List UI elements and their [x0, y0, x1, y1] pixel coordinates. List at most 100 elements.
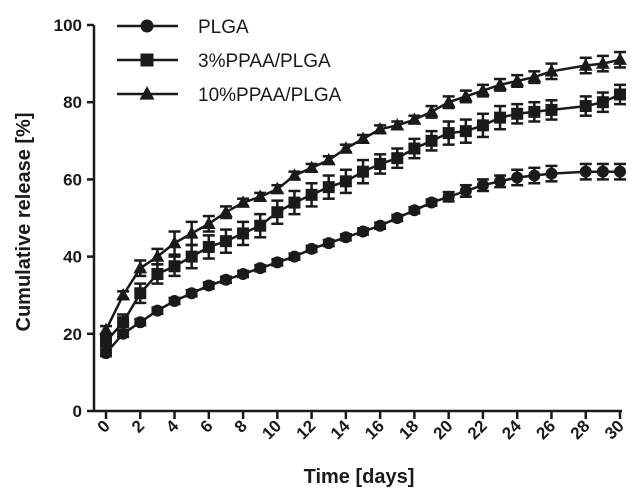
data-point [390, 118, 405, 131]
x-tick-label: 6 [196, 416, 216, 436]
data-point [322, 181, 335, 194]
data-point [356, 131, 370, 145]
data-point [237, 267, 250, 280]
data-point [185, 250, 198, 263]
legend-label: 10%PPAA/PLGA [198, 85, 342, 106]
series-line [104, 58, 621, 331]
data-point [271, 206, 284, 219]
data-point [476, 83, 490, 96]
x-tick-label: 18 [395, 416, 422, 443]
data-point [322, 237, 335, 250]
data-point [373, 121, 388, 135]
data-point [579, 100, 592, 113]
data-point [202, 279, 215, 292]
data-point [236, 195, 250, 208]
data-point [476, 119, 489, 132]
data-point [527, 69, 542, 83]
data-point [305, 242, 318, 255]
x-tick-label: 4 [162, 416, 183, 437]
data-point [167, 235, 182, 249]
data-point [425, 196, 438, 209]
data-point [408, 204, 421, 217]
data-point [321, 152, 336, 166]
data-point [458, 89, 473, 102]
data-point [116, 287, 131, 301]
data-point [613, 52, 627, 65]
data-point [374, 219, 387, 232]
legend-item-0: PLGA [117, 17, 249, 38]
data-point [459, 184, 472, 197]
data-point [494, 175, 507, 188]
data-point [425, 134, 438, 147]
x-tick-label: 14 [327, 416, 354, 443]
legend-item-2: 10%PPAA/PLGA [117, 85, 342, 106]
data-point [304, 160, 319, 173]
data-point [459, 125, 472, 138]
data-point [595, 56, 610, 69]
data-point [133, 260, 148, 274]
x-axis-title: Time [days] [304, 466, 415, 488]
y-tick-label: 0 [73, 402, 82, 421]
series-1 [100, 83, 626, 349]
data-point [357, 225, 369, 238]
series-line [105, 93, 621, 343]
data-point [408, 142, 421, 155]
data-point [545, 103, 558, 116]
data-point [219, 204, 233, 218]
x-tick-label: 10 [258, 416, 285, 443]
data-point [201, 216, 216, 229]
data-point [185, 287, 198, 300]
series-0 [100, 162, 626, 360]
data-point [544, 64, 559, 77]
data-point [339, 175, 352, 188]
y-axis-title: Cumulative release [%] [13, 113, 35, 332]
x-tick-label: 24 [498, 416, 525, 443]
data-point [511, 171, 524, 184]
legend-label: 3%PPAA/PLGA [198, 51, 331, 72]
legend-marker [139, 86, 155, 100]
series-layer [99, 50, 627, 360]
x-tick-label: 8 [231, 416, 251, 436]
data-point [288, 196, 301, 209]
data-point [510, 73, 525, 87]
data-point [493, 77, 507, 91]
data-point [100, 335, 112, 348]
data-point [288, 250, 301, 263]
data-point [391, 152, 404, 165]
y-tick-label: 20 [63, 325, 82, 344]
legend-item-1: 3%PPAA/PLGA [117, 51, 331, 72]
x-tick-label: 12 [293, 416, 320, 443]
data-point [117, 316, 130, 329]
data-point [442, 127, 455, 140]
y-tick-label: 40 [63, 248, 82, 267]
data-point [202, 240, 215, 253]
x-tick-label: 2 [128, 416, 148, 436]
legend: PLGA 3%PPAA/PLGA 10%PPAA/PLGA [117, 17, 342, 106]
data-point [99, 322, 113, 336]
x-tick-label: 0 [94, 416, 114, 436]
y-tick-label: 80 [63, 93, 82, 112]
data-point [151, 304, 164, 317]
data-point [614, 165, 626, 178]
data-point [339, 231, 352, 244]
data-point [150, 249, 165, 262]
data-point [254, 219, 267, 232]
data-point [237, 227, 250, 240]
data-point [494, 111, 507, 124]
data-point [407, 112, 422, 125]
data-point [305, 188, 318, 201]
data-point [219, 273, 232, 286]
data-point [151, 267, 164, 280]
legend-marker [140, 53, 154, 67]
x-tick-label: 28 [567, 416, 594, 443]
legend-label: PLGA [198, 17, 249, 38]
x-tick-label: 22 [464, 416, 491, 443]
data-point [442, 190, 455, 203]
data-point [596, 165, 609, 178]
data-point [614, 88, 626, 101]
data-point [441, 94, 456, 108]
data-point [134, 287, 147, 300]
data-point [374, 157, 387, 170]
